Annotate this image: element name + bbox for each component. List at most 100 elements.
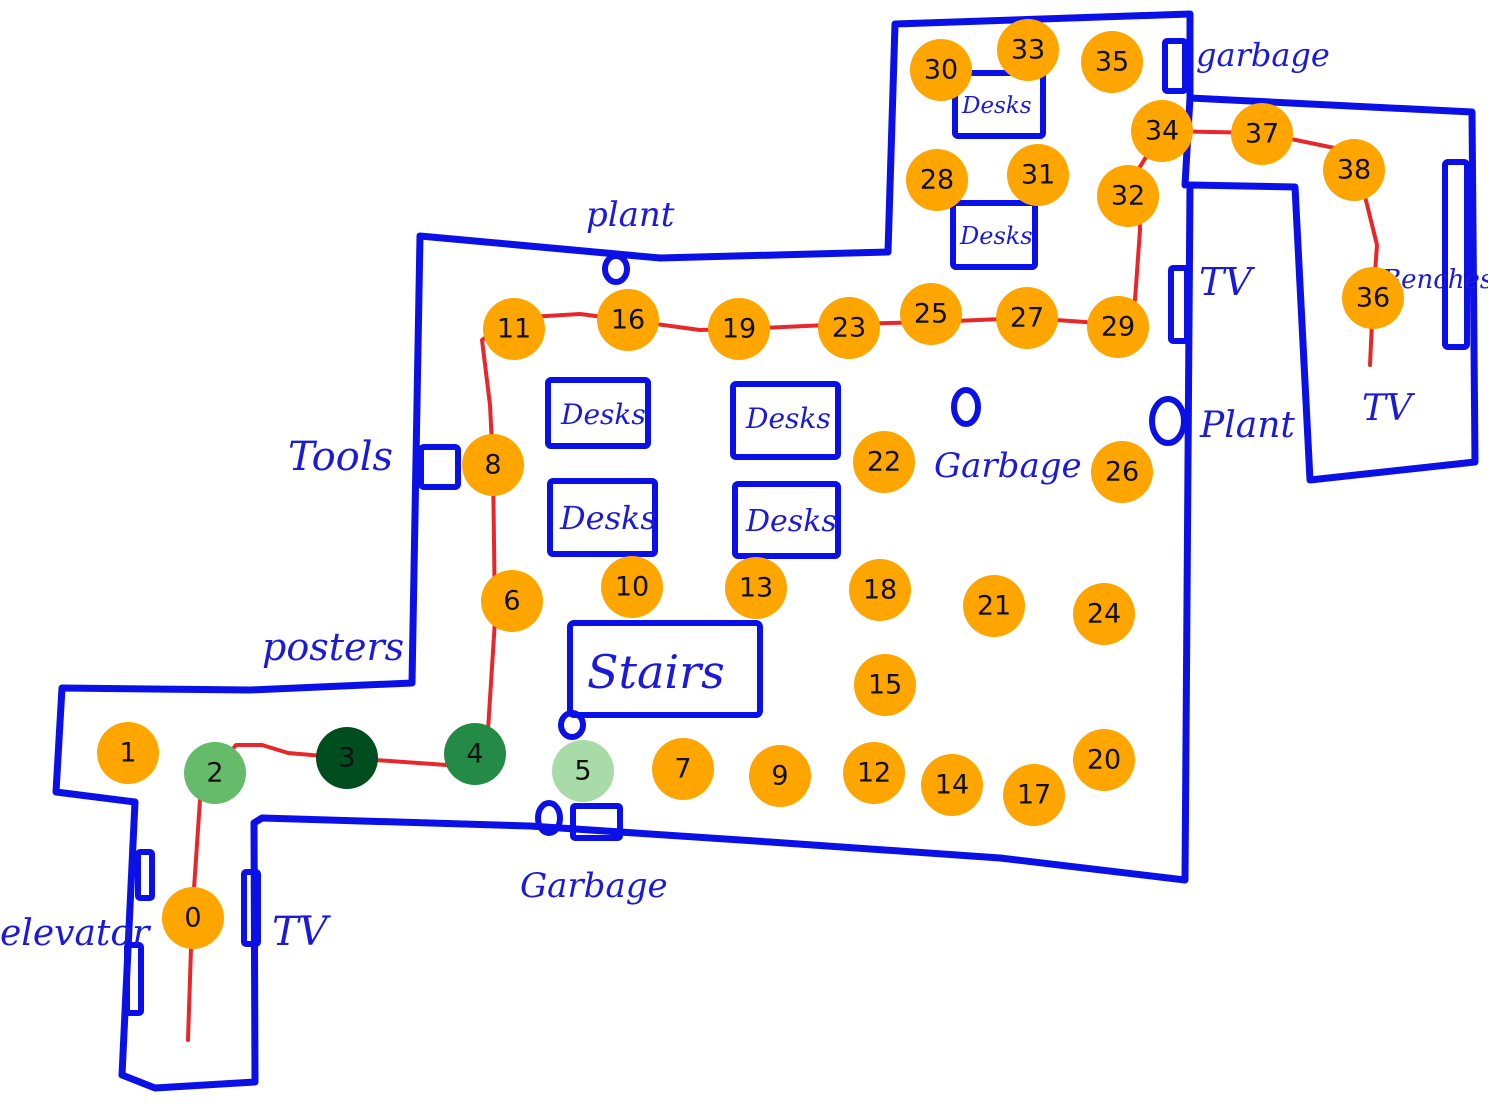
node-36: 36 [1342,267,1404,329]
plant-top-icon [602,253,630,285]
garbage-mid-icon [951,387,981,427]
node-circle [996,287,1058,349]
node-circle [1007,144,1069,206]
node-label: 2 [206,758,223,789]
node-26: 26 [1091,441,1153,503]
desks-label-5: Desks [961,93,1032,119]
plant-right-icon [1149,396,1187,446]
node-circle [906,149,968,211]
node-label: 36 [1356,283,1390,314]
desks-box-2 [730,381,841,460]
posters-label: posters [262,625,404,669]
node-label: 4 [466,739,483,770]
node-label: 18 [863,575,897,606]
node-label: 9 [771,761,788,792]
tools-box [418,444,461,490]
node-28: 28 [906,149,968,211]
node-12: 12 [843,742,905,804]
node-label: 11 [497,314,531,345]
node-35: 35 [1081,31,1143,93]
node-1: 1 [97,722,159,784]
node-circle [597,289,659,351]
node-label: 28 [920,165,954,196]
desks-label-1: Desks [560,398,646,431]
node-circle [900,283,962,345]
node-circle [1003,764,1065,826]
node-circle [1073,729,1135,791]
node-24: 24 [1073,583,1135,645]
desks-box-1 [545,377,651,449]
tv-mid-label: TV [1199,260,1255,304]
node-circle [749,745,811,807]
node-label: 31 [1021,160,1055,191]
node-label: 6 [503,586,520,617]
node-circle [849,559,911,621]
benches-box [1442,159,1470,350]
node-11: 11 [483,298,545,360]
node-circle [963,575,1025,637]
node-30: 30 [910,39,972,101]
node-label: 33 [1011,35,1045,66]
garbage-top-box [1162,38,1188,94]
node-circle [1097,165,1159,227]
node-label: 13 [739,573,773,604]
node-label: 20 [1087,745,1121,776]
tv-left-box [241,869,261,947]
node-circle [97,722,159,784]
node-7: 7 [652,738,714,800]
node-34: 34 [1131,100,1193,162]
node-label: 16 [611,305,645,336]
node-label: 25 [914,299,948,330]
elevator-label: elevator [0,913,151,954]
desks-box-5 [952,70,1046,139]
node-17: 17 [1003,764,1065,826]
desks-label-2: Desks [745,402,831,435]
node-circle [1087,296,1149,358]
node-10: 10 [601,556,663,618]
node-label: 3 [338,743,355,774]
node-circle [997,19,1059,81]
node-8: 8 [462,434,524,496]
garbage-top-label: garbage [1196,36,1330,74]
tv-mid-box [1168,265,1190,344]
node-22: 22 [853,431,915,493]
tv-bottom-right-label: TV [1362,388,1416,429]
node-33: 33 [997,19,1059,81]
node-circle [1231,103,1293,165]
node-16: 16 [597,289,659,351]
desks-label-4: Desks [745,504,837,539]
node-circle [316,727,378,789]
node-label: 29 [1101,312,1135,343]
node-31: 31 [1007,144,1069,206]
node-circle [483,298,545,360]
node-circle [853,431,915,493]
node-label: 12 [857,758,891,789]
node-circle [481,570,543,632]
elevator-door-2 [124,942,144,1016]
node-0: 0 [162,887,224,949]
node-label: 10 [615,572,649,603]
furniture [124,38,1470,1016]
node-label: 34 [1145,116,1179,147]
node-label: 0 [184,903,201,934]
node-circle [1073,583,1135,645]
tools-label: Tools [288,434,393,480]
walls [52,10,1479,1092]
node-label: 22 [867,447,901,478]
node-label: 24 [1087,599,1121,630]
node-9: 9 [749,745,811,807]
node-label: 1 [119,738,136,769]
node-label: 30 [924,55,958,86]
node-27: 27 [996,287,1058,349]
node-38: 38 [1323,139,1385,201]
node-14: 14 [921,754,983,816]
node-29: 29 [1087,296,1149,358]
tv-left-label: TV [272,909,332,955]
node-circle [652,738,714,800]
node-circle [910,39,972,101]
node-circle [1091,441,1153,503]
node-18: 18 [849,559,911,621]
node-13: 13 [725,557,787,619]
desks-box-6 [950,200,1038,270]
node-circle [1081,31,1143,93]
